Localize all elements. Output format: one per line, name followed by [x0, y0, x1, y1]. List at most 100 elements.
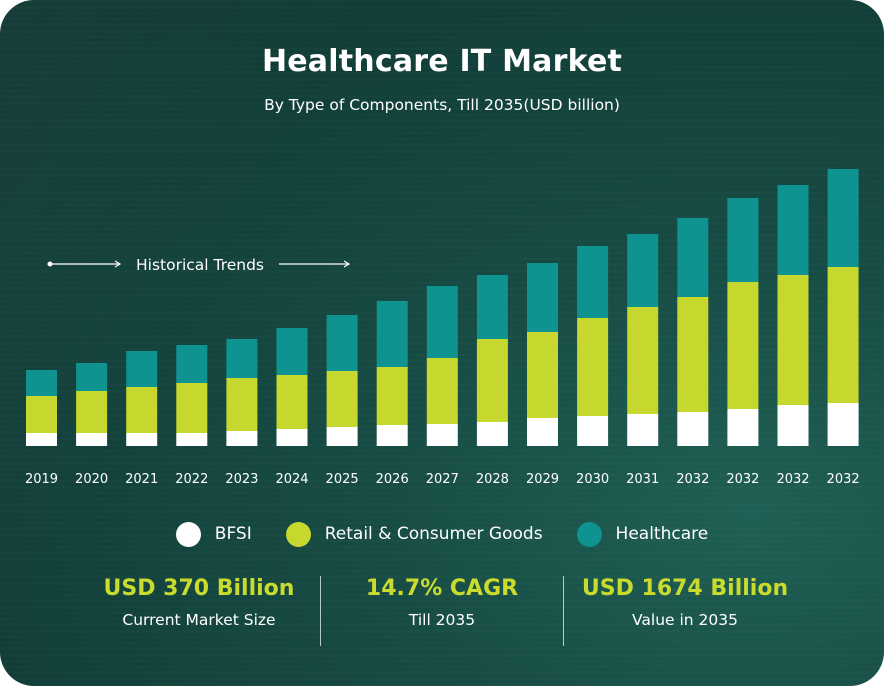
bar-bfsi: [226, 431, 258, 446]
bar-retail: [476, 339, 508, 422]
bar-healthcare: [476, 275, 508, 339]
bar-healthcare: [76, 363, 108, 391]
legend-item-bfsi: BFSI: [175, 521, 252, 547]
x-tick-label: 2032: [676, 472, 709, 487]
annotation-left-arrowhead: [114, 260, 122, 268]
bar-healthcare: [326, 315, 358, 371]
x-tick-label: 2032: [776, 472, 809, 487]
bar-retail: [326, 371, 358, 427]
legend-swatch-healthcare: [576, 521, 602, 547]
x-tick-label: 2029: [526, 472, 559, 487]
x-tick-label: 2030: [576, 472, 609, 487]
bar-retail: [126, 387, 158, 433]
stat-value: USD 1674 Billion: [581, 576, 789, 601]
bar-healthcare: [627, 234, 659, 307]
legend: BFSI Retail & Consumer Goods Healthcare: [0, 519, 884, 549]
bar-healthcare: [376, 301, 408, 367]
annotation-left-dot: [47, 261, 53, 267]
bar-retail: [376, 367, 408, 425]
stat-current-market-size: USD 370 Billion Current Market Size: [78, 576, 320, 629]
stat-divider: [320, 576, 321, 646]
annotation-right-arrowhead: [343, 260, 351, 268]
bar-bfsi: [777, 405, 809, 446]
stat-value-2035: USD 1674 Billion Value in 2035: [564, 576, 806, 629]
bar-bfsi: [26, 433, 57, 446]
bar-bfsi: [727, 409, 759, 446]
x-tick-label: 2032: [827, 472, 860, 487]
bar-healthcare: [527, 263, 558, 332]
bar-bfsi: [527, 418, 558, 446]
bar-retail: [527, 332, 558, 418]
bar-retail: [577, 318, 609, 416]
bar-retail: [26, 396, 57, 433]
stat-divider: [563, 576, 564, 646]
bar-retail: [677, 297, 709, 412]
stacked-bar-chart: Historical Trends 2019 2020 2021 2022 2023 20…: [25, 169, 860, 487]
stat-label: Till 2035: [408, 611, 476, 629]
x-tick-label: 2021: [125, 472, 158, 487]
bar-healthcare: [426, 286, 458, 358]
x-tick-label: 2022: [175, 472, 208, 487]
legend-item-healthcare: Healthcare: [576, 521, 709, 547]
bar-healthcare: [126, 351, 158, 387]
x-tick-label: 2032: [726, 472, 759, 487]
bar-bfsi: [476, 422, 508, 446]
legend-swatch-bfsi: [175, 521, 201, 547]
x-tick-label: 2023: [225, 472, 258, 487]
stat-cagr: 14.7% CAGR Till 2035: [321, 576, 563, 629]
bar-bfsi: [176, 433, 208, 446]
bar-bfsi: [677, 412, 709, 446]
annotation-label: Historical Trends: [136, 256, 264, 274]
bar-bfsi: [426, 424, 458, 446]
bar-healthcare: [827, 169, 859, 267]
stat-label: Value in 2035: [632, 611, 738, 629]
legend-item-retail: Retail & Consumer Goods: [285, 521, 543, 547]
historical-trends-annotation: Historical Trends: [47, 256, 351, 274]
bar-retail: [727, 282, 759, 409]
bar-retail: [627, 307, 659, 414]
x-tick-label: 2020: [75, 472, 108, 487]
stat-value: 14.7% CAGR: [365, 576, 519, 601]
x-tick-label: 2027: [426, 472, 459, 487]
legend-label-bfsi: BFSI: [214, 524, 252, 544]
bar-bfsi: [126, 433, 158, 446]
bar-healthcare: [176, 345, 208, 383]
x-tick-label: 2026: [376, 472, 409, 487]
bar-healthcare: [276, 328, 308, 375]
bar-bfsi: [627, 414, 659, 446]
bar-bfsi: [577, 416, 609, 446]
bar-retail: [276, 375, 308, 429]
legend-label-retail: Retail & Consumer Goods: [324, 524, 543, 544]
stat-value: USD 370 Billion: [103, 576, 295, 601]
bar-bfsi: [76, 433, 108, 446]
bar-bfsi: [276, 429, 308, 446]
bar-retail: [426, 358, 458, 424]
legend-swatch-retail: [285, 521, 311, 547]
x-tick-label: 2024: [275, 472, 308, 487]
bar-bfsi: [827, 403, 859, 446]
chart-title: Healthcare IT Market: [261, 44, 623, 79]
stat-label: Current Market Size: [122, 611, 276, 629]
bar-retail: [176, 383, 208, 433]
bar-healthcare: [727, 198, 759, 282]
x-tick-label: 2028: [476, 472, 509, 487]
x-axis-ticks: 2019 2020 2021 2022 2023 2024 2025 2026 2027 2028…: [25, 472, 860, 487]
bar-healthcare: [577, 246, 609, 318]
chart-subtitle: By Type of Components, Till 2035(USD bil…: [264, 96, 620, 114]
bar-healthcare: [677, 218, 709, 297]
bar-bfsi: [376, 425, 408, 446]
x-tick-label: 2031: [626, 472, 659, 487]
legend-label-healthcare: Healthcare: [615, 524, 709, 544]
stats-panel: USD 370 Billion Current Market Size 14.7…: [0, 576, 884, 646]
bar-retail: [226, 378, 258, 431]
x-tick-label: 2019: [25, 472, 58, 487]
bar-retail: [777, 275, 809, 405]
bar-bfsi: [326, 427, 358, 446]
bar-healthcare: [777, 185, 809, 275]
bar-healthcare: [26, 370, 57, 396]
bar-healthcare: [226, 339, 258, 378]
bars-group: [26, 169, 859, 446]
bar-retail: [76, 391, 108, 433]
bar-retail: [827, 267, 859, 403]
